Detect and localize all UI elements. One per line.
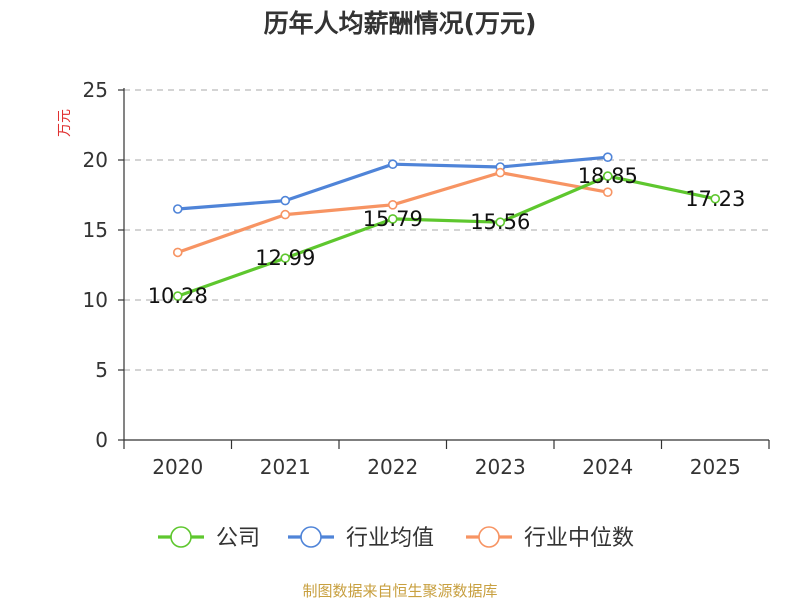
legend-swatch-marker	[300, 526, 322, 548]
legend-label: 行业均值	[346, 526, 434, 551]
data-label: 12.99	[255, 246, 315, 270]
legend-swatch-marker	[170, 526, 192, 548]
data-point	[710, 193, 721, 204]
legend-item: 行业均值	[288, 526, 434, 551]
source-note: 制图数据来自恒生聚源数据库	[302, 582, 497, 600]
x-tick-label: 2025	[690, 455, 741, 479]
data-point	[387, 200, 398, 210]
data-point	[387, 159, 398, 169]
legend-label: 行业中位数	[524, 526, 634, 551]
legend-label: 公司	[216, 526, 260, 551]
data-point	[280, 209, 291, 220]
data-point	[602, 152, 613, 162]
data-labels: 10.28 12.99 15.79 15.56 18.85 17.23	[148, 164, 746, 308]
y-tick-label: 15	[83, 218, 108, 242]
data-label: 10.28	[148, 284, 208, 308]
legend-item: 公司	[158, 526, 260, 551]
data-point	[602, 171, 613, 181]
data-point	[280, 195, 291, 206]
data-point	[172, 291, 183, 301]
data-point	[387, 214, 398, 224]
legend-swatch-marker	[478, 526, 500, 548]
y-axis-label: 万元	[57, 109, 73, 137]
x-tick-label: 2020	[152, 455, 203, 479]
data-label: 15.56	[470, 210, 530, 234]
data-point	[280, 253, 291, 263]
data-point	[172, 204, 183, 214]
chart-title: 历年人均薪酬情况(万元)	[264, 9, 537, 38]
series-line	[176, 174, 717, 298]
grid-lines	[124, 89, 769, 371]
data-point	[602, 187, 613, 197]
y-tick-label: 5	[95, 358, 108, 382]
data-label: 15.79	[363, 207, 423, 231]
data-label: 17.23	[685, 187, 745, 211]
y-tick-label: 10	[83, 288, 108, 312]
y-tick-label: 0	[95, 428, 108, 452]
x-tick-label: 2021	[260, 455, 311, 479]
x-tick-label: 2024	[582, 455, 633, 479]
data-label: 18.85	[578, 164, 638, 188]
data-point	[495, 217, 506, 227]
data-point	[495, 167, 506, 178]
x-tick-label: 2022	[367, 455, 418, 479]
legend: 公司 行业均值 行业中位数	[158, 526, 634, 551]
x-tick-label: 2023	[475, 455, 526, 479]
data-point	[172, 247, 183, 258]
y-tick-label: 20	[83, 148, 108, 172]
legend-item: 行业中位数	[466, 526, 634, 551]
y-tick-label: 25	[83, 78, 108, 102]
series-lines	[172, 152, 721, 301]
